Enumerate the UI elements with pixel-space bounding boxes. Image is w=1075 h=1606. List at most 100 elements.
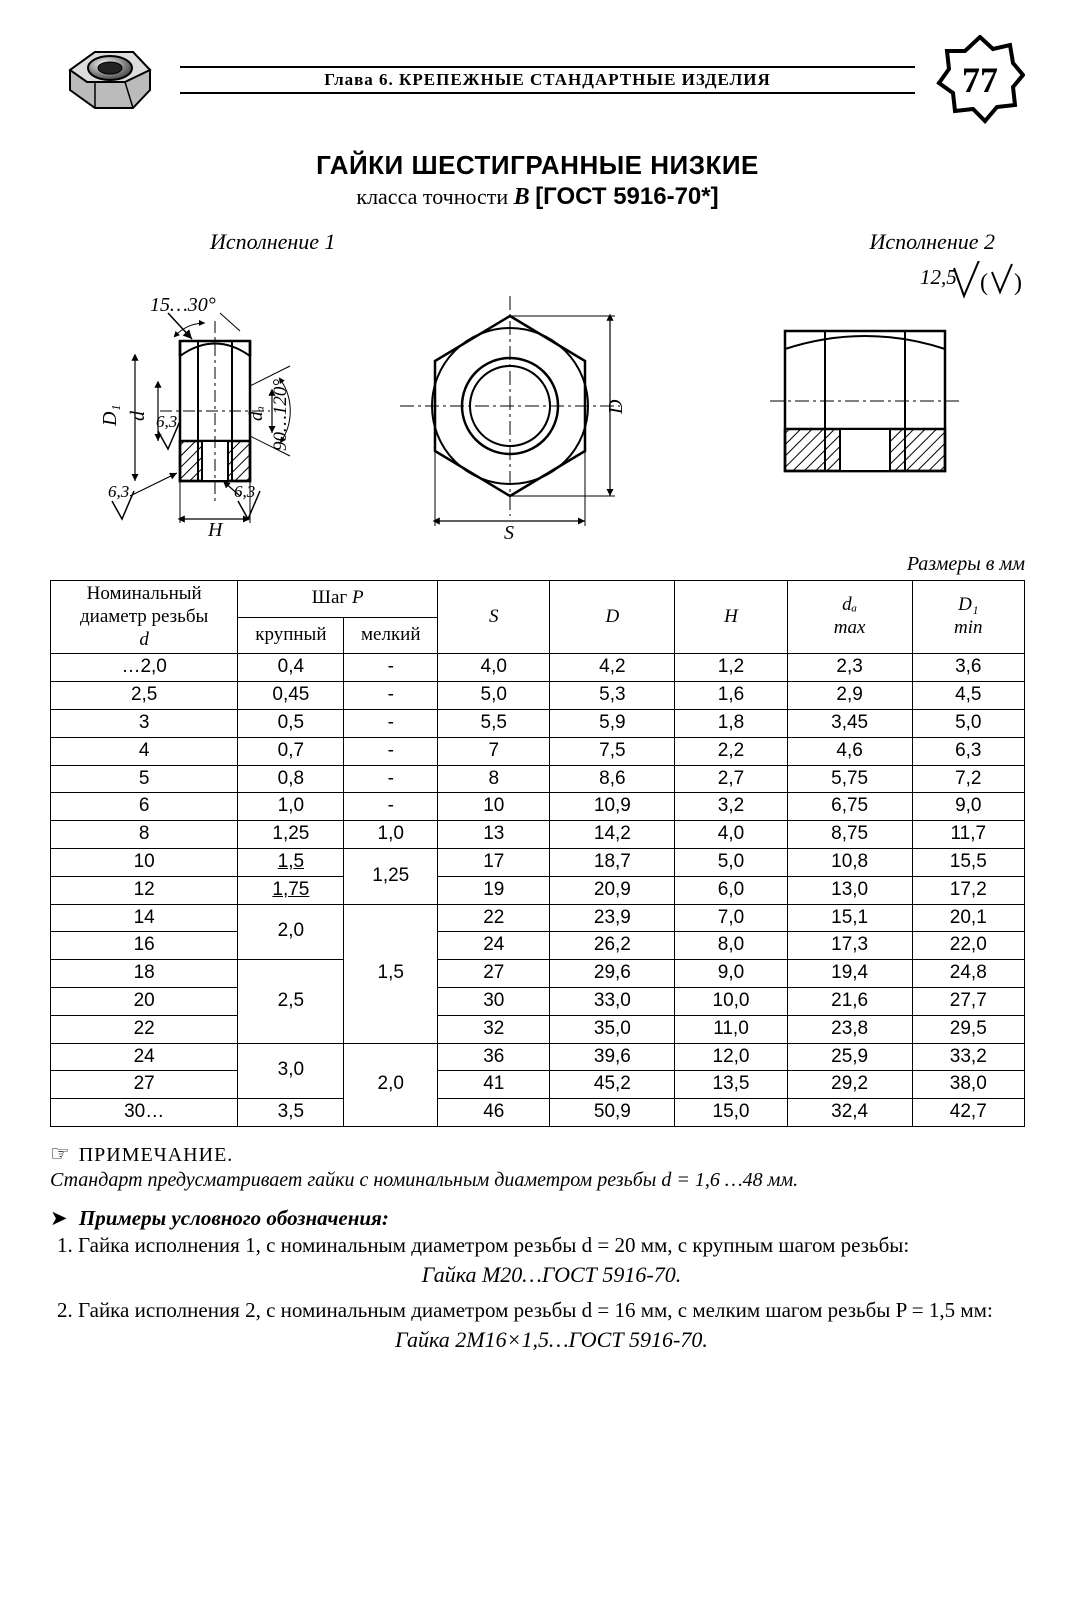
table-cell: 17: [438, 848, 550, 876]
table-cell: 6: [51, 793, 238, 821]
table-cell: 10: [51, 848, 238, 876]
svg-text:6,3: 6,3: [156, 412, 177, 431]
nut-decor-icon: [50, 30, 160, 130]
execution-2-drawing: 12,5 ( ): [725, 261, 1025, 541]
col-da-sub: max: [834, 617, 866, 638]
table-cell: 13,0: [787, 876, 912, 904]
table-cell: 3: [51, 709, 238, 737]
example-formula: Гайка 2М16×1,5…ГОСТ 5916-70.: [78, 1327, 1025, 1353]
table-cell: 2,5: [51, 682, 238, 710]
col-S: S: [489, 606, 499, 627]
title-sub: класса точности B [ГОСТ 5916-70*]: [50, 183, 1025, 211]
execution-2-label: Исполнение 2: [869, 229, 995, 255]
table-cell: 4,2: [550, 654, 675, 682]
table-cell: 12,0: [675, 1043, 787, 1071]
table-cell: 50,9: [550, 1099, 675, 1127]
table-cell: 36: [438, 1043, 550, 1071]
svg-text:d: d: [127, 410, 149, 421]
table-row: 2,50,45-5,05,31,62,94,5: [51, 682, 1025, 710]
table-cell: 15,0: [675, 1099, 787, 1127]
table-cell: 11,0: [675, 1015, 787, 1043]
execution-1-label: Исполнение 1: [210, 229, 336, 255]
table-cell: 20: [51, 987, 238, 1015]
table-row: 203033,010,021,627,7: [51, 987, 1025, 1015]
table-cell: 10,0: [675, 987, 787, 1015]
col-D1: D₁: [958, 594, 978, 615]
table-cell: 3,6: [912, 654, 1024, 682]
table-cell: 17,2: [912, 876, 1024, 904]
table-cell: -: [344, 682, 438, 710]
table-row: 274145,213,529,238,0: [51, 1071, 1025, 1099]
table-cell: 1,0: [344, 821, 438, 849]
table-cell: 8,6: [550, 765, 675, 793]
table-cell: 3,5: [238, 1099, 344, 1127]
col-pitch-symbol: P: [352, 587, 364, 608]
table-cell: 0,45: [238, 682, 344, 710]
table-cell: 12: [51, 876, 238, 904]
table-row: 81,251,01314,24,08,7511,7: [51, 821, 1025, 849]
table-row: 223235,011,023,829,5: [51, 1015, 1025, 1043]
table-cell: 8,75: [787, 821, 912, 849]
table-cell: 22,0: [912, 932, 1024, 960]
table-cell: 1,0: [238, 793, 344, 821]
table-cell: 4,5: [912, 682, 1024, 710]
table-cell: 11,7: [912, 821, 1024, 849]
table-row: 61,0-1010,93,26,759,0: [51, 793, 1025, 821]
table-cell: 1,5: [238, 848, 344, 876]
table-cell: 14: [51, 904, 238, 932]
table-cell: 3,2: [675, 793, 787, 821]
table-cell: 4: [51, 737, 238, 765]
table-row: 243,02,03639,612,025,933,2: [51, 1043, 1025, 1071]
example-text: Гайка исполнения 1, с номинальным диамет…: [78, 1233, 1025, 1258]
col-pitch-coarse: крупный: [255, 624, 326, 645]
examples-list: Гайка исполнения 1, с номинальным диамет…: [50, 1233, 1025, 1353]
table-cell: 46: [438, 1099, 550, 1127]
table-cell: 5,0: [438, 682, 550, 710]
table-cell: 1,5: [344, 904, 438, 1043]
examples-heading-text: Примеры условного обозначения:: [79, 1206, 389, 1230]
table-cell: 2,7: [675, 765, 787, 793]
table-cell: 2,3: [787, 654, 912, 682]
table-cell: 10,8: [787, 848, 912, 876]
table-cell: 39,6: [550, 1043, 675, 1071]
table-cell: 5,3: [550, 682, 675, 710]
table-cell: 13,5: [675, 1071, 787, 1099]
table-cell: 5,75: [787, 765, 912, 793]
table-cell: 30…: [51, 1099, 238, 1127]
table-row: 142,01,52223,97,015,120,1: [51, 904, 1025, 932]
table-cell: 27: [438, 960, 550, 988]
table-cell: 3,45: [787, 709, 912, 737]
table-cell: 45,2: [550, 1071, 675, 1099]
svg-text:D: D: [605, 399, 627, 415]
table-cell: 18,7: [550, 848, 675, 876]
table-cell: 17,3: [787, 932, 912, 960]
table-cell: 4,0: [438, 654, 550, 682]
table-cell: 2,0: [344, 1043, 438, 1126]
table-cell: 1,25: [344, 848, 438, 904]
table-cell: 35,0: [550, 1015, 675, 1043]
table-cell: 0,4: [238, 654, 344, 682]
table-cell: 29,6: [550, 960, 675, 988]
table-cell: 10,9: [550, 793, 675, 821]
title-main: ГАЙКИ ШЕСТИГРАННЫЕ НИЗКИЕ: [50, 150, 1025, 181]
table-cell: 5,0: [675, 848, 787, 876]
examples-heading: ➤ Примеры условного обозначения:: [50, 1206, 1025, 1231]
table-cell: 19: [438, 876, 550, 904]
table-cell: 1,75: [238, 876, 344, 904]
table-cell: 1,25: [238, 821, 344, 849]
example-text: Гайка исполнения 2, с номинальным диамет…: [78, 1298, 1025, 1323]
table-cell: 30: [438, 987, 550, 1015]
table-cell: 1,2: [675, 654, 787, 682]
table-cell: 32,4: [787, 1099, 912, 1127]
table-cell: 27,7: [912, 987, 1024, 1015]
col-H: H: [724, 606, 738, 627]
table-cell: 9,0: [675, 960, 787, 988]
table-cell: 22: [51, 1015, 238, 1043]
table-cell: 2,0: [238, 904, 344, 960]
table-cell: 7,0: [675, 904, 787, 932]
table-cell: 6,0: [675, 876, 787, 904]
table-cell: …2,0: [51, 654, 238, 682]
table-cell: -: [344, 654, 438, 682]
table-cell: 25,9: [787, 1043, 912, 1071]
table-cell: 10: [438, 793, 550, 821]
